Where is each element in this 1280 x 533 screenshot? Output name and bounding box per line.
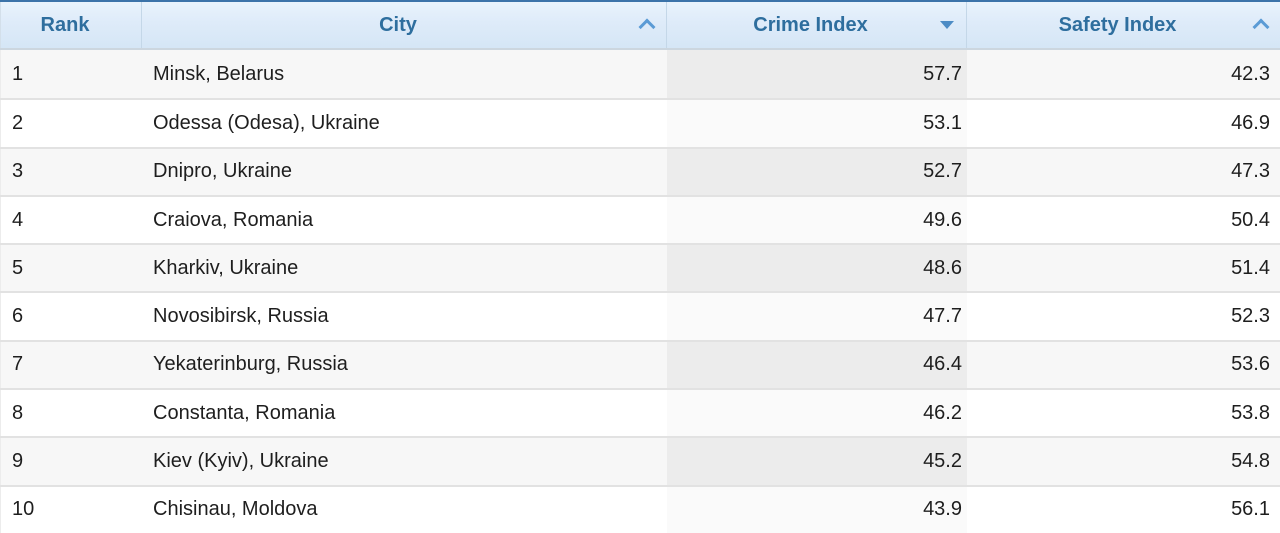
crime-index-cell: 53.1 — [667, 100, 967, 147]
crime-index-cell: 48.6 — [667, 245, 967, 292]
column-header-crime-index[interactable]: Crime Index — [667, 2, 967, 48]
table-row: 7 Yekaterinburg, Russia 46.4 53.6 — [0, 339, 1280, 389]
crime-index-cell: 52.7 — [667, 148, 967, 195]
crime-index-header-label: Crime Index — [753, 13, 868, 36]
table-row: 5 Kharkiv, Ukraine 48.6 51.4 — [0, 243, 1280, 292]
column-header-safety-index[interactable]: Safety Index — [967, 2, 1280, 48]
safety-index-cell: 47.3 — [1231, 160, 1270, 183]
sort-ascending-icon — [638, 18, 656, 36]
city-cell: Minsk, Belarus — [153, 62, 285, 85]
city-cell: Dnipro, Ukraine — [153, 160, 292, 183]
table-row: 4 Craiova, Romania 49.6 50.4 — [0, 194, 1280, 244]
column-header-rank[interactable]: Rank — [0, 2, 142, 48]
rank-cell: 7 — [0, 341, 142, 389]
rank-cell: 1 — [0, 50, 142, 99]
crime-index-cell: 43.9 — [667, 486, 967, 533]
crime-index-cell: 57.7 — [667, 50, 967, 99]
table-row: 2 Odessa (Odesa), Ukraine 53.1 46.9 — [0, 98, 1280, 147]
sort-descending-icon — [940, 21, 954, 29]
table-row: 8 Constanta, Romania 46.2 53.8 — [0, 388, 1280, 437]
crime-index-cell: 49.6 — [667, 196, 967, 244]
city-cell: Novosibirsk, Russia — [153, 305, 329, 328]
safety-index-cell: 52.3 — [1231, 305, 1270, 328]
city-cell: Yekaterinburg, Russia — [153, 353, 348, 376]
rank-cell: 6 — [0, 293, 142, 340]
safety-index-cell: 54.8 — [1231, 450, 1270, 473]
sort-ascending-icon — [1252, 18, 1270, 36]
rank-cell: 3 — [0, 148, 142, 195]
table-row: 9 Kiev (Kyiv), Ukraine 45.2 54.8 — [0, 436, 1280, 485]
city-cell: Kharkiv, Ukraine — [153, 256, 299, 279]
rank-cell: 10 — [0, 486, 142, 533]
city-cell: Craiova, Romania — [153, 208, 314, 231]
safety-index-cell: 56.1 — [1231, 498, 1270, 521]
safety-index-cell: 51.4 — [1231, 256, 1270, 279]
safety-index-cell: 50.4 — [1231, 208, 1270, 231]
city-cell: Kiev (Kyiv), Ukraine — [153, 450, 329, 473]
table-header-row: Rank City Crime Index Safety Index — [0, 0, 1280, 50]
table-row: 10 Chisinau, Moldova 43.9 56.1 — [0, 484, 1280, 533]
safety-index-cell: 53.6 — [1231, 353, 1270, 376]
table-row: 6 Novosibirsk, Russia 47.7 52.3 — [0, 291, 1280, 340]
city-cell: Constanta, Romania — [153, 401, 336, 424]
rank-cell: 2 — [0, 100, 142, 147]
rank-cell: 4 — [0, 196, 142, 244]
rank-cell: 9 — [0, 438, 142, 485]
rank-header-label: Rank — [40, 13, 90, 36]
safety-index-header-label: Safety Index — [1058, 13, 1177, 36]
safety-index-cell: 46.9 — [1231, 111, 1270, 134]
city-cell: Odessa (Odesa), Ukraine — [153, 111, 380, 134]
crime-index-cell: 47.7 — [667, 293, 967, 340]
rank-cell: 8 — [0, 390, 142, 437]
safety-index-cell: 53.8 — [1231, 401, 1270, 424]
crime-index-cell: 46.4 — [667, 341, 967, 389]
table-body: 1 Minsk, Belarus 57.7 42.3 2 Odessa (Odesa), … — [0, 50, 1280, 533]
rank-cell: 5 — [0, 245, 142, 292]
table-row: 3 Dnipro, Ukraine 52.7 47.3 — [0, 146, 1280, 195]
city-cell: Chisinau, Moldova — [153, 498, 318, 521]
city-header-label: City — [379, 13, 417, 36]
crime-index-cell: 45.2 — [667, 438, 967, 485]
column-header-city[interactable]: City — [142, 2, 667, 48]
safety-index-cell: 42.3 — [1231, 62, 1270, 85]
crime-index-cell: 46.2 — [667, 390, 967, 437]
table-row: 1 Minsk, Belarus 57.7 42.3 — [0, 50, 1280, 99]
